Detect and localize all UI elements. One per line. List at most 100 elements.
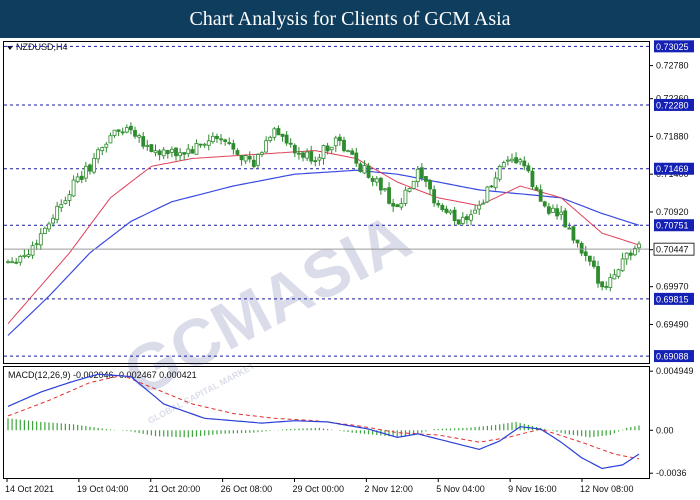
price-level-badge <box>654 350 694 363</box>
candle-body <box>182 152 187 155</box>
candle-body <box>403 189 408 204</box>
candle-body <box>22 254 27 257</box>
price-panel-frame <box>3 41 650 364</box>
x-tick-label: 14 Oct 2021 <box>5 484 54 494</box>
candle-body <box>247 156 252 160</box>
candle-body <box>624 252 629 260</box>
candle-body <box>419 167 424 179</box>
watermark: GCMASIA GLOBAL CAPITAL MARKET <box>112 199 422 426</box>
price-level-badge-text: 0.70751 <box>656 221 689 231</box>
candle-body <box>460 216 465 224</box>
candle-body <box>321 145 326 159</box>
price-y-tick-label: 0.69490 <box>656 319 689 329</box>
candle-body <box>55 205 60 220</box>
candle-body <box>415 168 420 183</box>
candle-body <box>358 163 363 172</box>
macd-main-line <box>7 373 640 470</box>
symbol-label-group: NZDUSD,H4 <box>7 42 68 52</box>
candle-body <box>481 202 486 205</box>
candle-body <box>215 135 219 139</box>
candle-body <box>292 144 297 154</box>
current-price-text: 0.70447 <box>656 245 689 255</box>
candle-body <box>501 162 506 168</box>
candle-body <box>124 127 129 133</box>
candle-body <box>346 150 350 153</box>
candle-body <box>14 261 19 264</box>
candle-body <box>370 177 375 182</box>
candle-body <box>63 200 68 204</box>
candle-body <box>47 223 51 230</box>
header-title: Chart Analysis for Clients of GCM Asia <box>189 8 511 30</box>
candle-body <box>223 139 228 142</box>
candle-body <box>555 208 559 217</box>
candle-body <box>378 177 383 191</box>
price-level-badge <box>654 219 694 232</box>
price-level-badge <box>654 162 694 175</box>
chart-header: Chart Analysis for Clients of GCM Asia <box>0 0 700 38</box>
macd-signal-line <box>7 374 640 460</box>
x-axis-ticks: 14 Oct 2021 19 Oct 04:00 21 Oct 20:00 26 Oc… <box>5 478 634 494</box>
candle-body <box>202 143 207 146</box>
candle-body <box>51 217 55 224</box>
candle-body <box>444 208 449 213</box>
candle-body <box>329 146 334 151</box>
candle-body <box>399 203 404 208</box>
candle-body <box>231 143 236 150</box>
candle-body <box>116 129 121 132</box>
candle-body <box>30 245 35 256</box>
candle-body <box>174 147 178 157</box>
candle-body <box>284 134 289 144</box>
current-price-badge <box>653 242 695 256</box>
macd-histogram <box>7 418 640 438</box>
candle-body <box>100 147 105 152</box>
candle-body <box>575 239 580 244</box>
candle-body <box>149 144 154 152</box>
candle-body <box>165 150 170 155</box>
candle-body <box>317 157 322 161</box>
candle-body <box>538 189 543 202</box>
candle-body <box>514 157 518 164</box>
candle-body <box>210 135 215 143</box>
candle-body <box>129 125 133 131</box>
candle-body <box>227 142 232 144</box>
candle-body <box>260 152 264 155</box>
price-level-badge-text: 0.69088 <box>656 352 689 362</box>
candle-body <box>362 165 367 174</box>
candle-body <box>473 209 478 214</box>
macd-lines <box>7 373 640 470</box>
candle-body <box>83 165 88 179</box>
candle-body <box>194 142 199 155</box>
candle-body <box>608 277 613 288</box>
candle-body <box>309 151 314 162</box>
candle-body <box>551 207 555 213</box>
candle-body <box>120 131 125 134</box>
candle-body <box>493 177 498 189</box>
candle-body <box>169 148 174 153</box>
candle-body <box>337 136 342 142</box>
x-tick-label: 19 Oct 04:00 <box>77 484 129 494</box>
candle-body <box>526 165 531 172</box>
candle-body <box>6 261 10 264</box>
candles <box>6 122 641 292</box>
candle-body <box>440 205 445 211</box>
candle-body <box>251 159 256 167</box>
candle-body <box>505 159 510 162</box>
candle-body <box>546 206 551 214</box>
price-y-tick-label: 0.72360 <box>656 94 689 104</box>
candle-body <box>620 258 625 272</box>
candle-body <box>67 194 72 201</box>
candle-body <box>637 243 641 249</box>
candle-body <box>157 150 162 156</box>
candle-body <box>604 285 609 288</box>
candle-body <box>333 137 338 147</box>
candle-body <box>268 136 273 142</box>
candle-body <box>88 164 92 172</box>
macd-panel-frame <box>3 366 650 479</box>
price-y-tick-label: 0.69970 <box>656 282 689 292</box>
candle-body <box>477 204 482 210</box>
candle-body <box>456 219 461 225</box>
candle-body <box>79 175 84 180</box>
candle-body <box>596 266 600 284</box>
candle-body <box>628 252 633 256</box>
price-level-badge <box>654 40 694 53</box>
